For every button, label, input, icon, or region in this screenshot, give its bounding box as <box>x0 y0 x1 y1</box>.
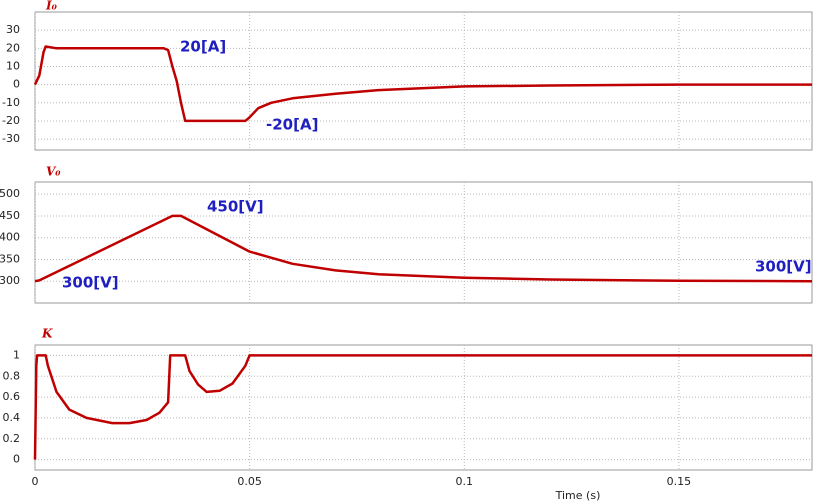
x-axis-label: Time (s) <box>555 489 601 502</box>
x-tick-label: 0.15 <box>667 475 692 488</box>
x-tick-label: 0.05 <box>237 475 262 488</box>
y-tick-label: 0.8 <box>3 369 21 382</box>
panel-title: K <box>41 327 53 341</box>
y-tick-label: 1 <box>13 348 20 361</box>
line-series <box>33 45 812 123</box>
annotation: 450[V] <box>207 198 264 216</box>
line-series <box>34 214 813 283</box>
x-tick-label: 0.1 <box>456 475 474 488</box>
panel-title: V₀ <box>46 165 61 179</box>
y-tick-label: -20 <box>2 114 20 127</box>
y-tick-label: 0.4 <box>3 411 21 424</box>
annotation: 20[A] <box>180 38 226 56</box>
plot-area <box>34 344 813 471</box>
annotation: -20[A] <box>266 116 318 134</box>
y-tick-label: -10 <box>2 96 20 109</box>
y-tick-label: 10 <box>6 59 20 72</box>
y-tick-label: 0 <box>13 453 20 466</box>
y-tick-label: 0.2 <box>3 432 21 445</box>
y-tick-label: 300 <box>0 274 20 287</box>
y-tick-label: 500 <box>0 187 20 200</box>
y-tick-label: 30 <box>6 23 20 36</box>
annotation: 300[V] <box>62 274 119 292</box>
y-tick-label: 350 <box>0 252 20 265</box>
x-tick-label: 0 <box>32 475 39 488</box>
y-tick-label: 0.6 <box>3 390 21 403</box>
plot-area <box>34 11 813 151</box>
y-tick-label: 0 <box>13 78 20 91</box>
annotation: 300[V] <box>755 258 812 276</box>
plot-area <box>34 181 813 304</box>
y-tick-label: -30 <box>2 132 20 145</box>
line-series <box>33 354 812 460</box>
y-tick-label: 400 <box>0 231 20 244</box>
y-tick-label: 450 <box>0 209 20 222</box>
panel-title: I₀ <box>45 0 58 13</box>
y-tick-label: 20 <box>6 41 20 54</box>
